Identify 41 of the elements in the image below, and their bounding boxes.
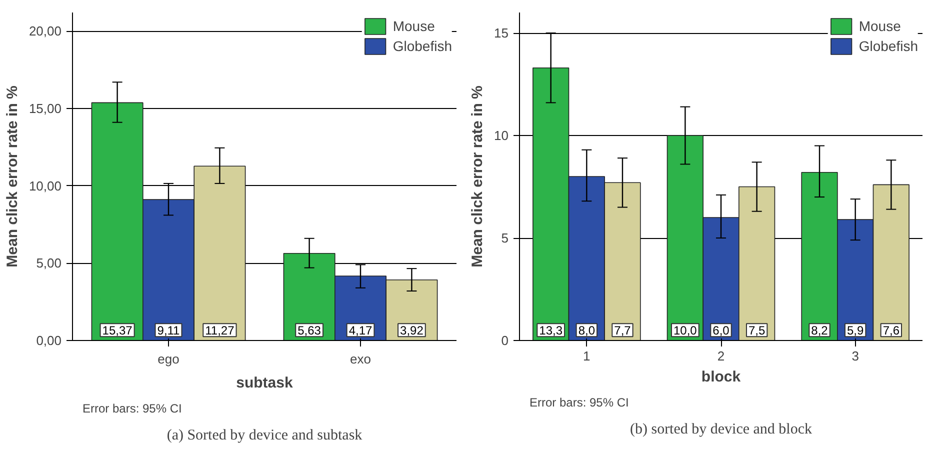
text: (a) Sorted by device and subtask — [166, 428, 363, 444]
data-label: 11,27 — [205, 324, 235, 338]
data-label: 13,3 — [539, 324, 563, 338]
y-tick-label: 5,00 — [36, 256, 62, 271]
legend-label: Globefish — [392, 38, 452, 54]
data-label: 7,5 — [748, 324, 766, 338]
x-tick-label: 1 — [583, 348, 590, 364]
text: Error bars: 95% CI — [82, 402, 182, 416]
y-tick-label: 0 — [501, 333, 509, 348]
x-tick-label: exo — [350, 352, 371, 366]
text: (b) sorted by device and block — [630, 422, 813, 438]
y-tick-label: 10,00 — [28, 178, 62, 194]
data-label: 8,0 — [578, 324, 596, 338]
data-label: 9,11 — [157, 324, 180, 338]
data-label: 8,2 — [811, 324, 828, 338]
x-tick-label: 3 — [852, 348, 859, 364]
x-axis-title: block — [701, 368, 742, 386]
y-tick-label: 5 — [501, 230, 509, 246]
data-label: 7,6 — [882, 324, 900, 338]
y-tick-label: 20,00 — [28, 24, 62, 39]
y-tick-label: 10 — [494, 128, 509, 143]
data-label: 5,9 — [846, 324, 864, 338]
x-axis-title: subtask — [236, 374, 294, 392]
legend-label: Globefish — [858, 38, 918, 54]
y-axis-title: Mean click error rate in % — [4, 86, 21, 268]
y-tick-label: 15,00 — [28, 100, 62, 116]
data-label: 7,7 — [614, 324, 632, 338]
data-label: 4,17 — [348, 324, 373, 338]
text: Error bars: 95% CI — [530, 396, 629, 410]
data-label: 3,92 — [400, 324, 424, 338]
y-tick-label: 0,00 — [36, 333, 62, 348]
x-tick-label: ego — [158, 352, 180, 366]
y-axis-title: Mean click error rate in % — [469, 86, 486, 268]
data-label: 15,37 — [102, 324, 133, 338]
legend-label: Mouse — [858, 18, 901, 34]
y-tick-label: 15 — [494, 26, 509, 40]
legend-label: Mouse — [392, 18, 435, 34]
data-label: 6,0 — [712, 324, 730, 338]
x-tick-label: 2 — [717, 348, 725, 364]
data-label: 10,0 — [674, 324, 698, 338]
data-label: 5,63 — [298, 324, 322, 338]
